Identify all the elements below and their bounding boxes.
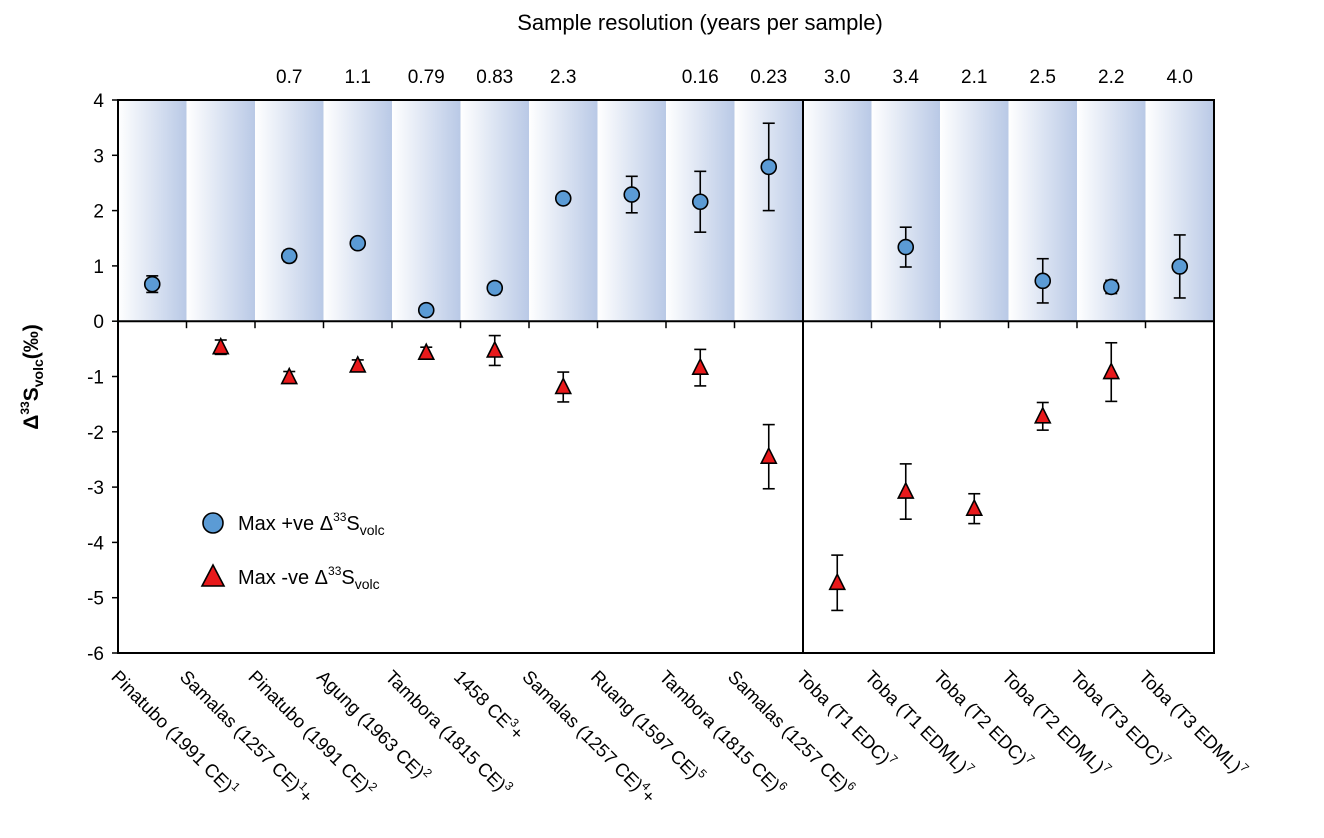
column-shade xyxy=(392,100,461,322)
y-tick-label: -4 xyxy=(87,533,104,554)
negative-point xyxy=(691,357,710,375)
x-category-label: Tambora (1815 CE)6 xyxy=(655,665,790,800)
y-axis-label-prefix: Δ xyxy=(20,415,43,430)
x-category-label: Pinatubo (1991 CE)1 xyxy=(107,665,243,801)
y-axis-label-sup: 33 xyxy=(18,401,32,415)
sample-resolution-label: 0.23 xyxy=(750,67,787,88)
column-shading xyxy=(118,100,1214,322)
positive-point xyxy=(349,234,367,252)
legend-negative-label: Max -ve Δ33Svolc xyxy=(238,564,380,592)
x-category-label: Agung (1963 CE)2 xyxy=(313,665,435,787)
negative-point xyxy=(1102,361,1121,380)
y-axis-ticks: 4 3 2 1 0 -1 -2 -3 -4 -5 -6 xyxy=(87,91,118,665)
sample-resolution-label: 1.1 xyxy=(345,67,371,88)
positive-point xyxy=(1102,278,1120,296)
sample-resolution-label: 2.5 xyxy=(1030,67,1056,88)
sample-resolution-labels: 0.7 1.1 0.79 0.83 2.3 0.16 0.23 3.0 3.4 2.1 2.5 2.2… xyxy=(276,67,1193,88)
negative-point xyxy=(554,376,573,395)
x-category-label: Ruang (1597 CE)5 xyxy=(587,665,710,788)
negative-point xyxy=(828,572,847,591)
sample-resolution-label: 4.0 xyxy=(1167,67,1193,88)
x-category-label: Tambora (1815 CE)3 xyxy=(381,665,516,800)
positive-point xyxy=(1171,258,1189,275)
positive-point xyxy=(143,275,161,293)
sample-resolution-label: 2.2 xyxy=(1098,67,1124,88)
positive-point xyxy=(691,193,709,211)
sample-resolution-label: 0.16 xyxy=(682,67,719,88)
column-shade xyxy=(255,100,324,322)
y-tick-label: 0 xyxy=(93,312,104,333)
negative-point xyxy=(1033,406,1052,424)
negative-point xyxy=(896,481,915,499)
positive-point xyxy=(417,301,435,319)
y-axis-label-main: S xyxy=(20,387,43,401)
column-shade xyxy=(803,100,872,322)
sample-resolution-label: 0.7 xyxy=(276,67,302,88)
y-tick-label: -5 xyxy=(87,589,104,610)
y-tick-label: 1 xyxy=(93,257,104,278)
legend: Max +ve Δ33Svolc Max -ve Δ33Svolc xyxy=(200,510,385,592)
sample-resolution-label: 3.0 xyxy=(824,67,850,88)
column-shade xyxy=(871,100,940,322)
y-tick-label: 4 xyxy=(93,91,104,112)
column-shade xyxy=(186,100,255,322)
negative-point xyxy=(417,342,436,361)
sample-resolution-label: 0.79 xyxy=(408,67,445,88)
positive-point xyxy=(1034,272,1052,290)
sample-resolution-label: 3.4 xyxy=(893,67,920,88)
y-tick-label: -6 xyxy=(87,644,104,665)
positive-point xyxy=(623,186,641,203)
y-tick-label: -1 xyxy=(87,368,104,389)
x-category-label: Samalas (1257 CE)6 xyxy=(724,665,859,800)
y-axis-label-unit: (‰) xyxy=(20,324,43,359)
y-axis-label-sub: volc xyxy=(30,359,46,387)
y-tick-label: 3 xyxy=(93,146,104,167)
negative-point xyxy=(965,498,984,516)
legend-circle-marker xyxy=(202,512,224,534)
positive-point xyxy=(280,247,298,265)
x-category-label: Samalas (1257 CE)1+ xyxy=(176,665,319,808)
x-category-label: Pinatubo (1991 CE)2 xyxy=(244,665,380,801)
y-axis-label: Δ33Svolc(‰) xyxy=(18,324,46,429)
negative-point xyxy=(759,446,778,464)
chart-title: Sample resolution (years per sample) xyxy=(517,10,883,35)
sample-resolution-label: 0.83 xyxy=(476,67,513,88)
column-shade xyxy=(529,100,598,322)
negative-point xyxy=(280,366,299,385)
column-shade xyxy=(940,100,1009,322)
x-category-label: Samalas (1257 CE)4+ xyxy=(518,665,661,808)
positive-point xyxy=(554,190,572,207)
positive-point xyxy=(760,158,778,176)
y-tick-label: -2 xyxy=(87,423,104,444)
y-tick-label: -3 xyxy=(87,478,104,499)
positive-point xyxy=(897,238,915,256)
data-markers xyxy=(143,158,1189,591)
column-shade xyxy=(323,100,392,322)
legend-positive-label: Max +ve Δ33Svolc xyxy=(238,510,385,538)
positive-point xyxy=(486,279,504,297)
legend-triangle-marker xyxy=(200,563,226,587)
negative-point xyxy=(348,355,367,373)
negative-point xyxy=(485,340,504,358)
negative-point xyxy=(211,336,230,355)
y-tick-label: 2 xyxy=(93,202,104,223)
sample-resolution-label: 2.3 xyxy=(550,67,576,88)
sample-resolution-label: 2.1 xyxy=(961,67,987,88)
